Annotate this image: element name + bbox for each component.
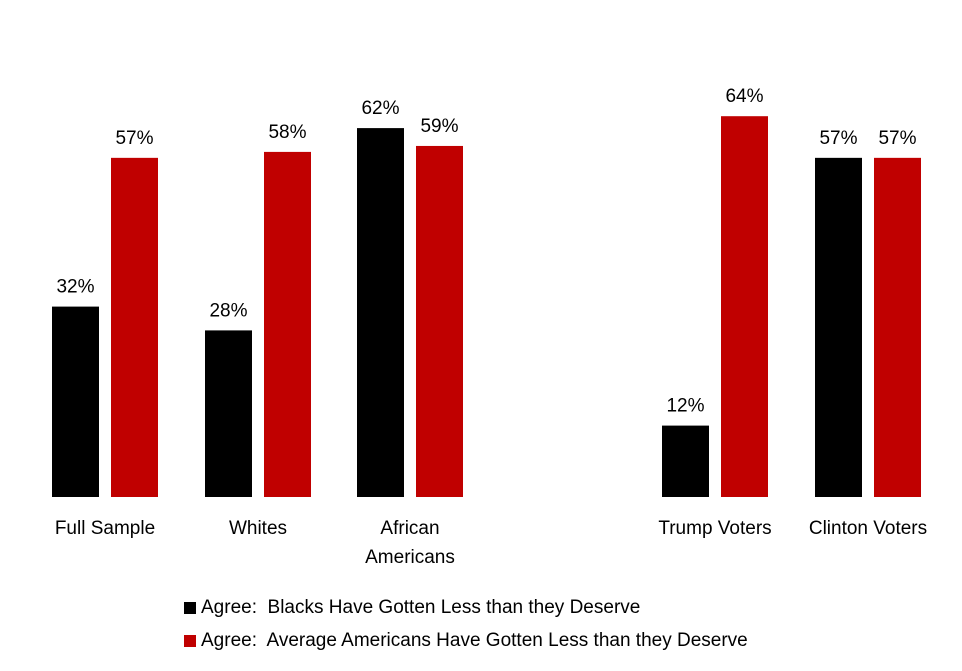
legend-swatch-black bbox=[184, 602, 196, 614]
data-label-full-sample-series-1: 32% bbox=[56, 277, 94, 298]
data-label-trump-voters-series-2: 64% bbox=[725, 86, 763, 107]
data-label-clinton-voters-series-1: 57% bbox=[819, 128, 857, 149]
bar-whites-series-2 bbox=[264, 151, 311, 497]
data-label-trump-voters-series-1: 12% bbox=[666, 396, 704, 417]
data-label-african-americans-series-2: 59% bbox=[420, 116, 458, 137]
bar-trump-voters-series-2 bbox=[721, 116, 768, 497]
bar-african-americans-series-1 bbox=[357, 128, 404, 497]
category-label-trump-voters: Trump Voters bbox=[658, 518, 771, 539]
category-label-african-americans-line-2: Americans bbox=[365, 547, 455, 568]
bar-full-sample-series-2 bbox=[111, 157, 158, 497]
bar-full-sample-series-1 bbox=[52, 306, 99, 497]
bar-trump-voters-series-1 bbox=[662, 425, 709, 497]
data-label-clinton-voters-series-2: 57% bbox=[878, 128, 916, 149]
legend-item-average-americans: Agree: Average Americans Have Gotten Les… bbox=[184, 630, 748, 652]
category-label-african-americans-line-1: African bbox=[380, 518, 439, 539]
data-label-whites-series-2: 58% bbox=[268, 122, 306, 143]
category-label-full-sample: Full Sample bbox=[55, 518, 155, 539]
bar-african-americans-series-2 bbox=[416, 145, 463, 497]
legend-label-blacks: Agree: Blacks Have Gotten Less than they… bbox=[201, 597, 641, 618]
data-label-full-sample-series-2: 57% bbox=[115, 128, 153, 149]
legend-item-blacks: Agree: Blacks Have Gotten Less than they… bbox=[184, 597, 640, 619]
legend-label-average-americans: Agree: Average Americans Have Gotten Les… bbox=[201, 630, 748, 651]
bar-clinton-voters-series-1 bbox=[815, 157, 862, 497]
bar-chart: 32% 57% Full Sample 28% 58% Whites 62% 59% Afric… bbox=[52, 86, 927, 568]
legend-swatch-red bbox=[184, 635, 196, 647]
category-label-clinton-voters: Clinton Voters bbox=[809, 518, 927, 539]
bar-whites-series-1 bbox=[205, 330, 252, 497]
data-label-whites-series-1: 28% bbox=[209, 300, 247, 321]
bar-clinton-voters-series-2 bbox=[874, 157, 921, 497]
category-label-whites: Whites bbox=[229, 518, 287, 539]
data-label-african-americans-series-1: 62% bbox=[361, 98, 399, 119]
